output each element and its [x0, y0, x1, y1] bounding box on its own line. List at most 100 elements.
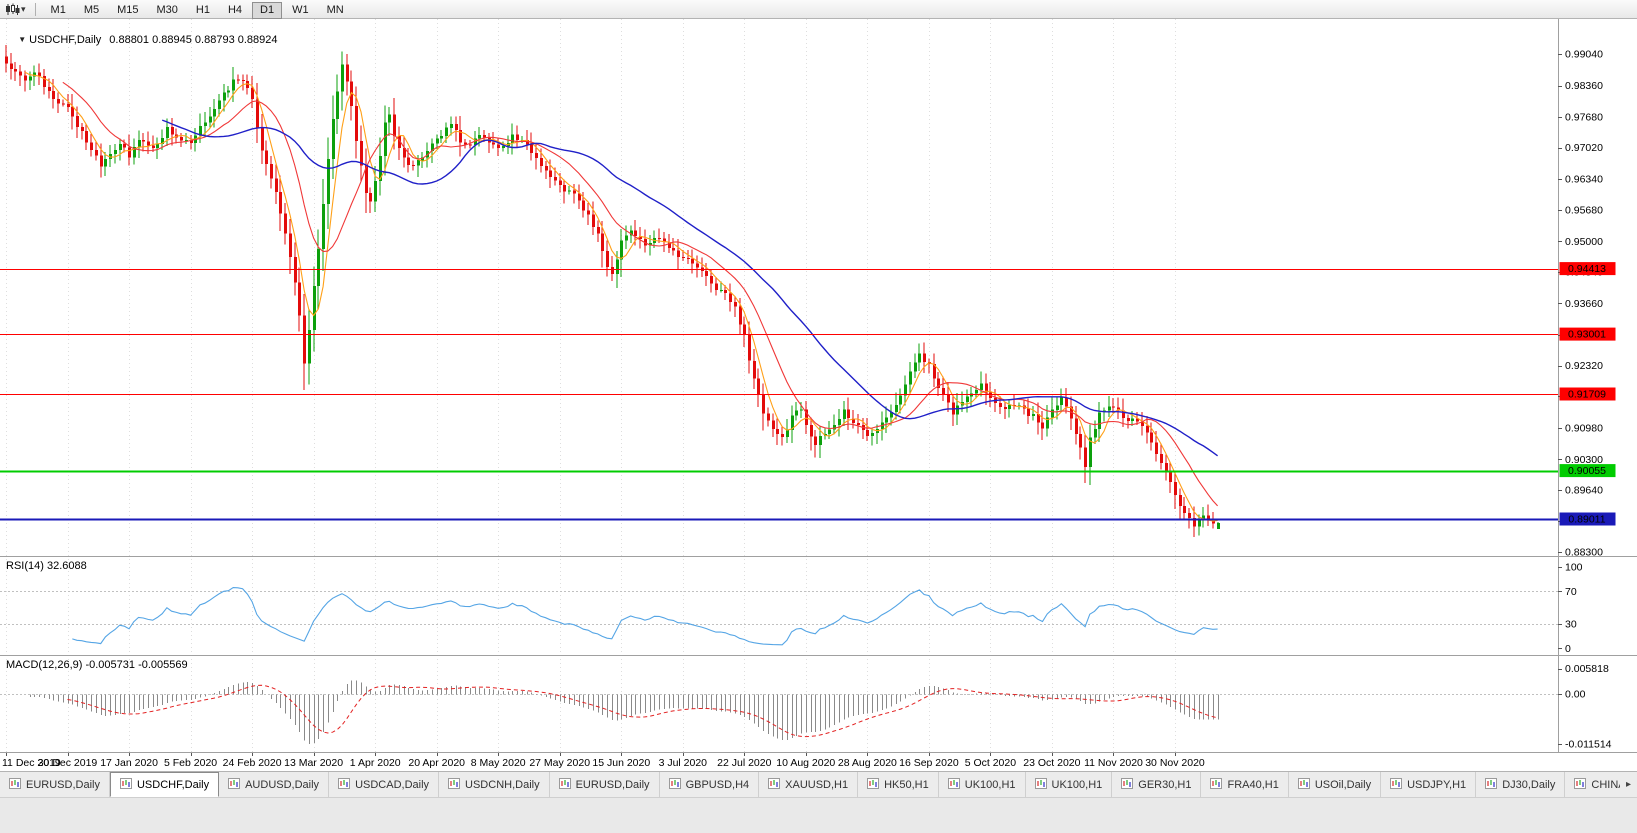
- timeframe-button-d1[interactable]: D1: [252, 1, 283, 19]
- tab-audusd-daily[interactable]: AUDUSD,Daily: [219, 772, 330, 797]
- mini-chart-icon: [947, 777, 960, 792]
- timeframe-button-m5[interactable]: M5: [76, 2, 107, 19]
- svg-text:0.97680: 0.97680: [1565, 112, 1603, 124]
- svg-text:0.89011: 0.89011: [1568, 514, 1605, 526]
- svg-text:11 Dec 2019: 11 Dec 2019: [2, 757, 61, 769]
- mini-chart-icon: [1210, 777, 1223, 792]
- candles: [5, 45, 1220, 537]
- mini-chart-icon: [1034, 777, 1047, 792]
- svg-text:5 Feb 2020: 5 Feb 2020: [164, 757, 217, 769]
- chart-tabs: EURUSD,Daily USDCHF,Daily AUDUSD,Daily USDC…: [0, 772, 1620, 797]
- mini-chart-icon: [1121, 777, 1134, 792]
- svg-text:13 Mar 2020: 13 Mar 2020: [284, 757, 343, 769]
- timeframe-button-m1[interactable]: M1: [43, 2, 74, 19]
- mini-chart-icon: [228, 777, 241, 792]
- timeframe-button-mn[interactable]: MN: [319, 2, 352, 19]
- tab-fra40-h1[interactable]: FRA40,H1: [1201, 772, 1289, 797]
- tab-label: EURUSD,Daily: [575, 778, 650, 791]
- tab-gbpusd-h4[interactable]: GBPUSD,H4: [659, 772, 760, 797]
- svg-text:5 Oct 2020: 5 Oct 2020: [965, 757, 1017, 769]
- mini-chart-icon: [448, 777, 461, 792]
- svg-text:30 Dec 2019: 30 Dec 2019: [38, 757, 98, 769]
- svg-text:16 Sep 2020: 16 Sep 2020: [899, 757, 959, 769]
- timeframe-buttons: M1 M5 M15 M30 H1 H4 D1 W1 MN: [42, 0, 353, 19]
- svg-text:24 Feb 2020: 24 Feb 2020: [223, 757, 282, 769]
- tab-label: AUDUSD,Daily: [245, 778, 320, 791]
- tab-label: USDJPY,H1: [1407, 778, 1467, 791]
- svg-text:0.89640: 0.89640: [1565, 484, 1603, 496]
- svg-text:0.98360: 0.98360: [1565, 80, 1603, 92]
- tab-usdjpy-h1[interactable]: USDJPY,H1: [1381, 772, 1477, 797]
- svg-text:-0.011514: -0.011514: [1565, 739, 1612, 751]
- tab-eurusd-daily[interactable]: EURUSD,Daily: [0, 772, 110, 797]
- mini-chart-icon: [768, 777, 781, 792]
- level-lines[interactable]: [0, 269, 1558, 521]
- svg-text:20 Apr 2020: 20 Apr 2020: [408, 757, 465, 769]
- tab-china300-h1[interactable]: CHINA300,H1: [1565, 772, 1620, 797]
- tab-label: DJ30,Daily: [1502, 778, 1556, 791]
- mini-chart-icon: [1390, 777, 1403, 792]
- tab-label: GER30,H1: [1138, 778, 1192, 791]
- svg-text:70: 70: [1565, 586, 1577, 598]
- timeframe-button-w1[interactable]: W1: [284, 2, 317, 19]
- grid-lines: [6, 19, 1176, 752]
- tab-label: XAUUSD,H1: [785, 778, 849, 791]
- svg-text:10 Aug 2020: 10 Aug 2020: [776, 757, 835, 769]
- svg-text:3 Jul 2020: 3 Jul 2020: [659, 757, 708, 769]
- svg-text:0.96340: 0.96340: [1565, 174, 1603, 186]
- tab-usdcnh-daily[interactable]: USDCNH,Daily: [439, 772, 550, 797]
- mini-chart-icon: [338, 777, 351, 792]
- chart-type-icon[interactable]: [5, 3, 20, 16]
- chart-window[interactable]: 0.99040 0.98360 0.97680 0.97020 0.96340 0.956…: [0, 19, 1637, 771]
- tab-label: USDCNH,Daily: [465, 778, 540, 791]
- pane-separators: [0, 19, 1637, 753]
- svg-text:0.94413: 0.94413: [1568, 263, 1606, 275]
- svg-text:0.92320: 0.92320: [1565, 360, 1603, 372]
- tab-label: USDCHF,Daily: [136, 778, 210, 791]
- toolbar: ▾ M1 M5 M15 M30 H1 H4 D1 W1 MN: [0, 0, 1637, 19]
- timeframe-button-m15[interactable]: M15: [109, 2, 146, 19]
- tab-eurusd-daily[interactable]: EURUSD,Daily: [549, 772, 660, 797]
- ma-fast-line: [24, 71, 1218, 522]
- tab-scroll-right-icon[interactable]: ▸: [1625, 779, 1631, 790]
- tab-label: CHINA300,H1: [1591, 778, 1620, 791]
- svg-text:8 May 2020: 8 May 2020: [471, 757, 526, 769]
- tab-label: GBPUSD,H4: [685, 778, 750, 791]
- tab-uk100-h1[interactable]: UK100,H1: [1025, 772, 1113, 797]
- mini-chart-icon: [558, 777, 571, 792]
- tab-usoil-daily[interactable]: USOil,Daily: [1288, 772, 1382, 797]
- tab-ger30-h1[interactable]: GER30,H1: [1112, 772, 1202, 797]
- ma-slow-line: [161, 119, 1219, 457]
- timeframe-button-h1[interactable]: H1: [188, 2, 218, 19]
- timeframe-button-h4[interactable]: H4: [220, 2, 250, 19]
- tab-label: FRA40,H1: [1227, 778, 1279, 791]
- timeframe-button-m30[interactable]: M30: [149, 2, 186, 19]
- tab-hk50-h1[interactable]: HK50,H1: [858, 772, 939, 797]
- macd-signal-line: [67, 684, 1218, 738]
- svg-text:0.005818: 0.005818: [1565, 663, 1609, 675]
- chart-type-dropdown-icon[interactable]: ▾: [21, 3, 26, 14]
- svg-text:11 Nov 2020: 11 Nov 2020: [1084, 757, 1143, 769]
- tab-uk100-h1[interactable]: UK100,H1: [938, 772, 1026, 797]
- svg-text:30: 30: [1565, 619, 1577, 631]
- svg-text:0.93660: 0.93660: [1565, 298, 1603, 310]
- svg-text:0.00: 0.00: [1565, 689, 1586, 701]
- svg-text:30 Nov 2020: 30 Nov 2020: [1145, 757, 1205, 769]
- rsi-level-lines: [0, 591, 1558, 695]
- svg-text:28 Aug 2020: 28 Aug 2020: [838, 757, 897, 769]
- tab-xauusd-h1[interactable]: XAUUSD,H1: [759, 772, 859, 797]
- tab-label: UK100,H1: [1051, 778, 1103, 791]
- tab-label: UK100,H1: [964, 778, 1016, 791]
- svg-text:0.90980: 0.90980: [1565, 422, 1603, 434]
- chart-canvas[interactable]: 0.99040 0.98360 0.97680 0.97020 0.96340 0.956…: [0, 19, 1637, 771]
- svg-text:0.95680: 0.95680: [1565, 204, 1603, 216]
- tab-label: USDCAD,Daily: [355, 778, 430, 791]
- tab-dj30-daily[interactable]: DJ30,Daily: [1476, 772, 1566, 797]
- svg-text:0.91709: 0.91709: [1568, 389, 1606, 401]
- svg-text:0.90055: 0.90055: [1568, 465, 1606, 477]
- tab-usdcad-daily[interactable]: USDCAD,Daily: [329, 772, 440, 797]
- tab-usdchf-daily[interactable]: USDCHF,Daily: [109, 772, 220, 797]
- svg-text:0.95000: 0.95000: [1565, 236, 1603, 248]
- tab-label: HK50,H1: [884, 778, 929, 791]
